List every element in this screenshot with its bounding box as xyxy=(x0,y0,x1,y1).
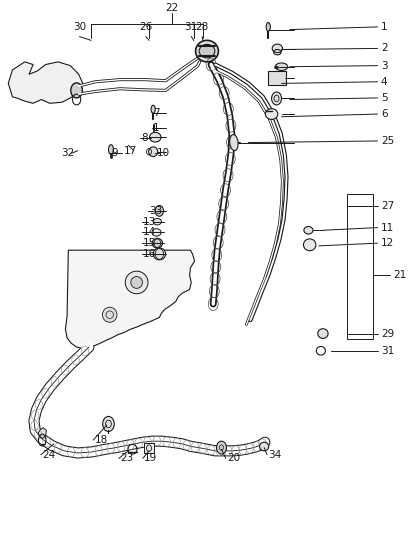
Text: 31: 31 xyxy=(184,22,197,32)
Text: 5: 5 xyxy=(380,93,387,103)
Text: 1: 1 xyxy=(153,123,159,133)
Text: 34: 34 xyxy=(268,450,281,459)
Text: 23: 23 xyxy=(120,454,133,463)
Text: 2: 2 xyxy=(380,44,387,53)
Text: 12: 12 xyxy=(380,238,393,248)
Circle shape xyxy=(155,206,163,216)
Text: 13: 13 xyxy=(142,217,156,226)
Circle shape xyxy=(216,441,226,454)
Ellipse shape xyxy=(108,145,113,154)
Text: 24: 24 xyxy=(42,450,55,459)
Ellipse shape xyxy=(303,239,315,251)
Text: 29: 29 xyxy=(380,329,393,338)
Ellipse shape xyxy=(152,238,162,248)
Text: 31: 31 xyxy=(380,346,393,356)
Text: 19: 19 xyxy=(144,454,157,463)
Ellipse shape xyxy=(199,45,214,58)
Text: 1: 1 xyxy=(380,22,387,32)
Text: 25: 25 xyxy=(380,136,393,146)
Circle shape xyxy=(102,416,114,431)
Ellipse shape xyxy=(266,23,270,31)
Text: 32: 32 xyxy=(61,148,74,158)
Ellipse shape xyxy=(131,277,142,288)
Text: 21: 21 xyxy=(392,271,406,280)
Ellipse shape xyxy=(272,44,282,53)
Ellipse shape xyxy=(153,218,161,225)
Text: 3: 3 xyxy=(380,61,387,70)
Text: 22: 22 xyxy=(165,3,178,13)
Text: 30: 30 xyxy=(73,22,86,32)
Text: 15: 15 xyxy=(142,238,156,248)
Text: 17: 17 xyxy=(123,146,136,155)
Text: 6: 6 xyxy=(380,109,387,119)
Ellipse shape xyxy=(149,132,161,142)
Ellipse shape xyxy=(195,40,218,62)
Bar xyxy=(346,194,372,339)
Text: 33: 33 xyxy=(149,206,162,216)
Ellipse shape xyxy=(151,105,155,114)
Ellipse shape xyxy=(229,134,237,151)
Ellipse shape xyxy=(265,109,277,119)
Text: 10: 10 xyxy=(156,148,169,158)
Text: 20: 20 xyxy=(226,454,240,463)
Text: 11: 11 xyxy=(380,223,393,232)
Circle shape xyxy=(71,83,82,98)
Ellipse shape xyxy=(152,229,161,236)
Circle shape xyxy=(271,92,281,105)
Text: 9: 9 xyxy=(111,148,117,158)
Text: 18: 18 xyxy=(94,435,107,445)
Ellipse shape xyxy=(303,226,312,234)
Ellipse shape xyxy=(148,147,157,157)
Text: 26: 26 xyxy=(139,22,152,32)
Ellipse shape xyxy=(125,271,148,294)
Ellipse shape xyxy=(153,248,165,260)
Ellipse shape xyxy=(102,307,117,322)
Ellipse shape xyxy=(259,442,268,451)
Ellipse shape xyxy=(275,63,287,70)
Text: 14: 14 xyxy=(142,228,156,237)
Polygon shape xyxy=(65,250,194,349)
Polygon shape xyxy=(38,428,46,438)
Text: 28: 28 xyxy=(195,22,208,32)
Bar xyxy=(144,443,154,453)
Polygon shape xyxy=(8,62,83,103)
Ellipse shape xyxy=(317,329,328,338)
Bar xyxy=(268,71,285,85)
Text: 7: 7 xyxy=(153,108,159,118)
Text: 27: 27 xyxy=(380,201,393,210)
Text: 8: 8 xyxy=(140,133,147,143)
Text: 16: 16 xyxy=(142,249,156,259)
Text: 4: 4 xyxy=(380,77,387,87)
